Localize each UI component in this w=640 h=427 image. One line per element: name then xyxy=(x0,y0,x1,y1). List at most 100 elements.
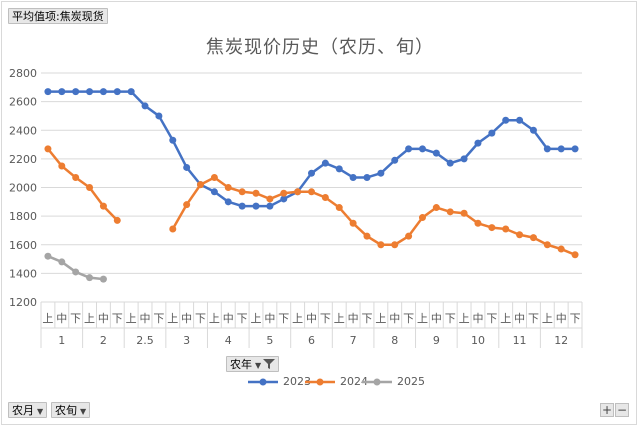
data-point-2025 xyxy=(58,258,66,266)
legend-marker-2025 xyxy=(362,378,392,386)
data-point-2023 xyxy=(210,188,218,196)
data-point-2025 xyxy=(72,268,80,276)
x-group-tick-label: 6 xyxy=(308,334,315,347)
x-group-tick-label: 11 xyxy=(513,334,527,347)
series-line-2024 xyxy=(46,148,119,222)
x-sub-tick-label: 上 xyxy=(42,312,53,325)
collapse-button[interactable]: − xyxy=(615,403,629,417)
data-point-2024 xyxy=(197,181,205,189)
x-sub-tick-label: 下 xyxy=(486,312,497,325)
x-sub-tick-label: 上 xyxy=(209,312,220,325)
y-tick-label: 2400 xyxy=(9,124,37,137)
data-point-2023 xyxy=(363,173,371,181)
x-sub-tick-label: 中 xyxy=(348,312,359,325)
y-tick-label: 1600 xyxy=(9,239,37,252)
x-sub-tick-label: 中 xyxy=(264,312,275,325)
data-point-2024 xyxy=(418,214,426,222)
row-field-button-period[interactable]: 农旬 ▼ xyxy=(51,402,91,418)
data-point-2024 xyxy=(391,241,399,249)
data-point-2023 xyxy=(474,139,482,147)
legend-label-2023: 2023 xyxy=(283,375,311,388)
data-point-2023 xyxy=(58,88,66,96)
data-point-2023 xyxy=(571,145,579,153)
x-sub-tick-label: 中 xyxy=(514,312,525,325)
data-point-2023 xyxy=(543,145,551,153)
legend-marker-2023 xyxy=(248,378,278,386)
data-point-2024 xyxy=(363,232,371,240)
dropdown-arrow-icon: ▼ xyxy=(37,407,44,416)
dropdown-arrow-icon: ▼ xyxy=(255,361,262,370)
value-field-button[interactable]: 平均值项:焦炭现货 xyxy=(8,8,108,24)
x-group-tick-label: 4 xyxy=(225,334,232,347)
x-sub-tick-label: 下 xyxy=(445,312,456,325)
data-point-2023 xyxy=(280,195,288,203)
x-sub-tick-label: 中 xyxy=(472,312,483,325)
data-point-2023 xyxy=(44,88,52,96)
data-point-2024 xyxy=(113,216,121,224)
data-point-2023 xyxy=(183,163,191,171)
x-sub-tick-label: 上 xyxy=(459,312,470,325)
x-sub-tick-label: 下 xyxy=(570,312,581,325)
x-sub-tick-label: 上 xyxy=(251,312,262,325)
row-field-button-month[interactable]: 农月 ▼ xyxy=(8,402,48,418)
data-point-2024 xyxy=(266,195,274,203)
x-sub-tick-label: 上 xyxy=(500,312,511,325)
data-point-2023 xyxy=(321,159,329,167)
x-sub-tick-label: 下 xyxy=(403,312,414,325)
expand-button[interactable]: + xyxy=(600,403,614,417)
data-point-2023 xyxy=(99,88,107,96)
legend-label-2025: 2025 xyxy=(397,375,425,388)
data-point-2024 xyxy=(58,162,66,170)
row-field-label-month: 农月 xyxy=(12,404,34,417)
x-sub-tick-label: 上 xyxy=(334,312,345,325)
data-point-2025 xyxy=(44,252,52,260)
data-point-2024 xyxy=(571,251,579,259)
x-sub-tick-label: 中 xyxy=(181,312,192,325)
x-sub-tick-label: 上 xyxy=(417,312,428,325)
series-line-2025 xyxy=(47,255,104,281)
legend-marker-2024 xyxy=(305,378,335,386)
legend-label-2024: 2024 xyxy=(340,375,368,388)
data-point-2024 xyxy=(460,209,468,217)
x-sub-tick-label: 下 xyxy=(528,312,539,325)
data-point-2024 xyxy=(516,231,524,239)
chart-title: 焦炭现价历史（农历、旬） xyxy=(206,37,434,58)
data-point-2024 xyxy=(543,241,551,249)
data-point-2023 xyxy=(349,173,357,181)
series-field-label: 农年 xyxy=(230,358,252,371)
y-tick-label: 1400 xyxy=(9,267,37,280)
data-point-2023 xyxy=(516,116,524,124)
y-tick-label: 2600 xyxy=(9,96,37,109)
x-group-tick-label: 9 xyxy=(433,334,440,347)
data-point-2024 xyxy=(488,224,496,232)
data-point-2023 xyxy=(308,169,315,177)
data-point-2023 xyxy=(252,202,260,210)
data-point-2023 xyxy=(391,156,399,164)
data-point-2024 xyxy=(557,245,565,253)
x-sub-tick-label: 下 xyxy=(195,312,206,325)
y-tick-label: 2000 xyxy=(9,182,37,195)
x-sub-tick-label: 上 xyxy=(542,312,553,325)
data-point-2024 xyxy=(294,188,302,196)
x-sub-tick-label: 上 xyxy=(292,312,303,325)
x-sub-tick-label: 中 xyxy=(223,312,234,325)
data-point-2023 xyxy=(405,145,413,153)
y-tick-label: 1200 xyxy=(9,296,37,309)
data-point-2023 xyxy=(335,165,343,173)
plus-icon: + xyxy=(601,403,613,417)
data-point-2023 xyxy=(446,159,454,167)
legend: 2023 2024 2025 xyxy=(0,374,640,390)
x-group-tick-label: 5 xyxy=(266,334,273,347)
series-field-button[interactable]: 农年 ▼ xyxy=(226,356,280,372)
data-point-2023 xyxy=(557,145,565,153)
data-point-2023 xyxy=(432,149,440,157)
data-point-2024 xyxy=(321,194,329,202)
data-point-2023 xyxy=(502,116,510,124)
x-group-tick-label: 10 xyxy=(471,334,485,347)
x-group-tick-label: 2 xyxy=(100,334,107,347)
data-point-2024 xyxy=(72,173,80,181)
dropdown-arrow-icon: ▼ xyxy=(80,407,87,416)
data-point-2023 xyxy=(460,155,468,163)
data-point-2024 xyxy=(335,204,343,212)
